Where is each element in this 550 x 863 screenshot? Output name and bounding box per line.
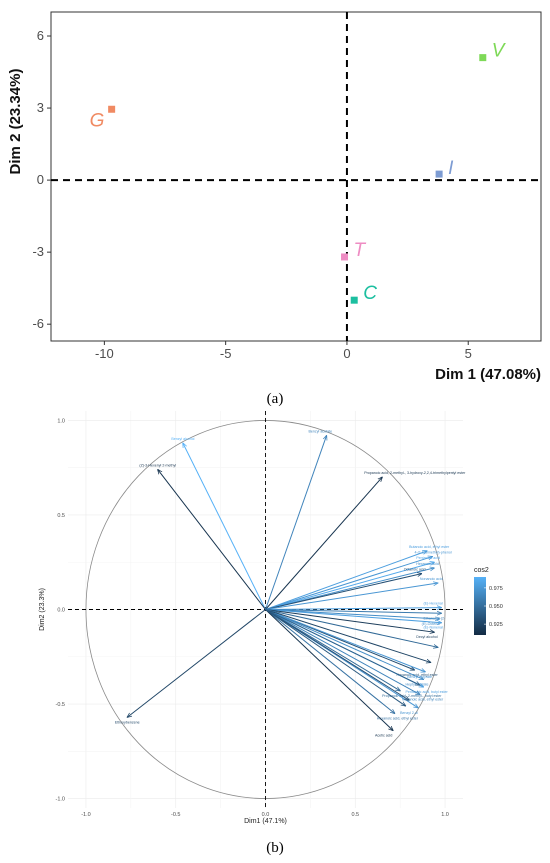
x-tick-label: -0.5 (171, 812, 180, 818)
x-tick-label: 0.0 (262, 812, 270, 818)
y-axis-label: Dim2 (23.3%) (39, 588, 46, 631)
variable-label: Hexanoic acid, ethyl ester (397, 673, 439, 677)
variable-label: Pentanoic acid, butyl ester (406, 690, 449, 694)
point-V (479, 54, 487, 62)
variable-vector (265, 583, 438, 610)
legend-tick-label: 0.950 (489, 604, 503, 610)
variable-vector (265, 436, 327, 610)
variable-vector (265, 609, 401, 691)
variable-vector (265, 609, 435, 633)
x-tick-label: 5 (465, 346, 472, 361)
x-tick-label: -5 (220, 346, 232, 361)
point-G (108, 105, 116, 113)
caption-b: (b) (266, 840, 284, 856)
variable-label: Heptyl acetate (406, 682, 429, 686)
variable-vector (265, 609, 395, 714)
y-axis-label: Dim 2 (23.34%) (7, 69, 24, 175)
variable-label: Hexanoic acid (416, 562, 439, 566)
variable-vector (265, 551, 428, 610)
variable-vector (265, 608, 442, 610)
x-axis-label: Dim1 (47.1%) (244, 818, 287, 825)
variable-vector (265, 609, 426, 672)
variable-vector (265, 609, 424, 680)
x-tick-label: -1.0 (81, 812, 90, 818)
point-label-V: V (492, 41, 507, 62)
point-C (350, 296, 358, 304)
variable-vector (265, 609, 420, 686)
variable-label: Benzyl alcohol (171, 437, 194, 441)
variable-vector (127, 609, 266, 718)
variable-label: Benzyl acetate (309, 430, 333, 434)
variable-vector (265, 557, 433, 610)
x-axis-label: Dim 1 (47.08%) (435, 366, 541, 383)
point-label-I: I (448, 158, 454, 179)
y-tick-label: -3 (32, 244, 44, 259)
point-label-T: T (354, 240, 367, 261)
variable-vector (158, 470, 266, 610)
x-tick-label: 0.5 (351, 812, 359, 818)
variable-label: Benzyl 2-ol (400, 711, 418, 715)
x-tick-label: -10 (95, 346, 114, 361)
y-tick-label: -6 (32, 316, 44, 331)
variable-vector (265, 609, 442, 623)
point-label-C: C (363, 283, 377, 304)
legend-tick-label: 0.975 (489, 586, 503, 592)
variable-label: Acetic acid (375, 733, 392, 737)
panel-b: -1.0 -0.5 0.0 0.5 1.0 -1.0 -0.5 0.0 0.5 1.0 Benzyl… (39, 411, 503, 856)
variable-vector (265, 609, 440, 619)
variable-label: Propanoic acid, 2-methyl-, butyl ester (382, 694, 442, 698)
x-tick-label: 0 (343, 346, 350, 361)
variable-vector (265, 609, 442, 614)
caption-a: (a) (267, 391, 284, 407)
y-tick-label: 6 (37, 28, 44, 43)
variable-label: (E)-Octenal (422, 622, 441, 626)
y-tick-label: 3 (37, 100, 44, 115)
variable-label: Propanoic acid, 2-methyl-, 3-hydroxy-2,2… (364, 471, 466, 475)
y-tick-label: -0.5 (56, 702, 65, 708)
y-tick-label: 0.0 (57, 608, 65, 614)
legend-tick-label: 0.925 (489, 622, 503, 628)
x-tick-label: 1.0 (441, 812, 449, 818)
variable-vector (265, 609, 410, 701)
variable-label: (E)-Hexenal (423, 602, 442, 606)
variable-label: Hexanoic acid, ethyl ester (377, 716, 419, 720)
variable-vector (183, 443, 266, 610)
point-T (341, 253, 349, 261)
point-I (435, 170, 443, 178)
variable-vector (265, 609, 431, 663)
panel-a-border (50, 11, 542, 342)
variable-label: Decyl alcohol (416, 635, 438, 639)
y-tick-label: -1.0 (56, 797, 65, 803)
variable-label: Nonanoic acid (420, 577, 443, 581)
panel-a: -10 -5 0 5 -6 -3 0 3 6 G V I T C Dim 1 (47.08%) Dim 2 (… (7, 11, 542, 407)
y-tick-label: 0.5 (57, 513, 65, 519)
variable-label: Butanoic acid, ethyl ester (409, 545, 450, 549)
variable-vector (265, 477, 383, 610)
variable-label: Nonanoic acid, ethyl ester (402, 698, 444, 702)
variable-label: (Z)-3-Hexenyl 2-methyl (139, 464, 176, 468)
variable-label: Octanoic acid (404, 568, 426, 572)
variable-vector (265, 574, 422, 610)
variable-label: (E)-Nonenal (423, 626, 443, 630)
point-label-G: G (90, 110, 105, 131)
legend-title: cos2 (474, 567, 489, 574)
y-tick-label: 0 (37, 172, 44, 187)
y-tick-label: 1.0 (57, 418, 65, 424)
variable-label: 4-(1,1-dimethyl)-phenol (414, 551, 451, 555)
variable-vector (265, 609, 406, 706)
variable-label: Pentanoic acid (416, 556, 440, 560)
variable-vector (265, 609, 420, 695)
variable-label: Ethoxybenzene (115, 720, 140, 724)
variable-vector (265, 609, 393, 731)
variable-vector (265, 562, 435, 610)
variable-vector (265, 609, 438, 648)
legend-colorbar (474, 577, 486, 635)
